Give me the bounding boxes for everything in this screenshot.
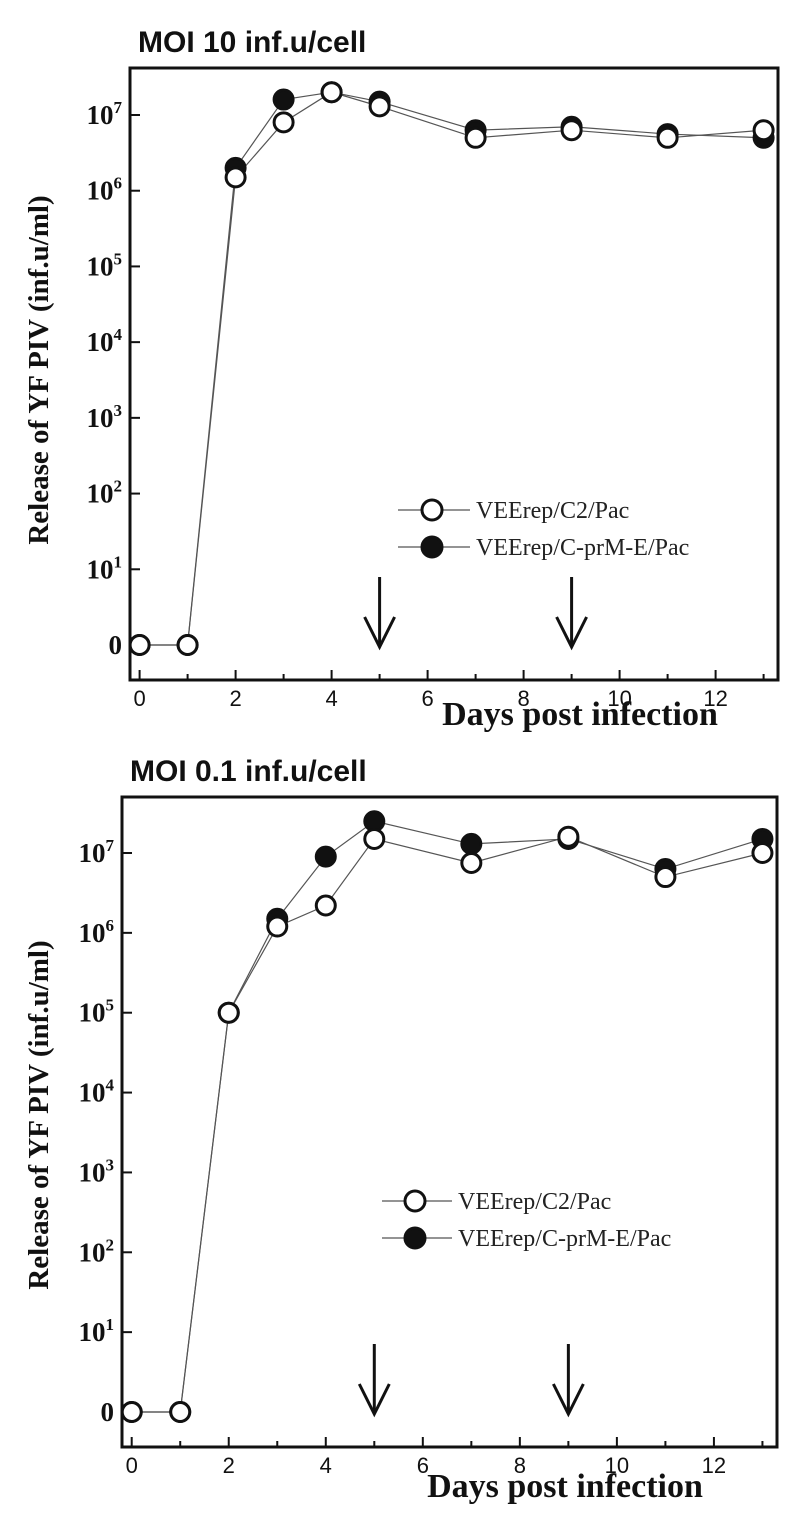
- x-tick-label: 6: [417, 1453, 429, 1478]
- medium-change-arrow: [357, 1344, 391, 1418]
- chart-title: MOI 0.1 inf.u/cell: [130, 755, 367, 788]
- y-axis-label: Release of YF PIV (inf.u/ml): [23, 195, 55, 544]
- y-tick-label: 103: [87, 401, 123, 433]
- legend: VEErep/C2/Pac VEErep/C-prM-E/Pac: [398, 498, 689, 561]
- data-point-open: [128, 634, 151, 656]
- data-point-open: [557, 825, 580, 848]
- legend-label: VEErep/C-prM-E/Pac: [476, 535, 689, 561]
- data-point-open: [320, 81, 343, 104]
- data-point-open: [363, 827, 386, 850]
- legend-label: VEErep/C2/Pac: [458, 1189, 611, 1215]
- y-tick-label: 105: [87, 249, 123, 281]
- y-tick-label: 106: [87, 174, 123, 206]
- legend-marker: [420, 498, 444, 522]
- x-tick-label: 10: [607, 686, 631, 711]
- y-tick-label: 104: [87, 325, 123, 357]
- data-point-open: [217, 1001, 240, 1024]
- data-point-filled: [460, 832, 483, 855]
- legend-marker: [403, 1189, 427, 1213]
- x-tick-label: 12: [703, 686, 727, 711]
- y-tick-label: 105: [79, 996, 115, 1028]
- x-tick-label: 2: [223, 1453, 235, 1478]
- x-tick-label: 2: [229, 686, 241, 711]
- x-axis-label: Days post infection: [442, 696, 718, 733]
- x-axis-label: Days post infection: [427, 1468, 703, 1505]
- chart-panel-1: MOI 10 inf.u/cell01011021031041051061070…: [23, 26, 780, 733]
- y-tick-label: 102: [79, 1235, 115, 1267]
- plot-frame: [120, 795, 779, 1449]
- x-tick-label: 0: [133, 686, 145, 711]
- legend-marker: [403, 1226, 427, 1250]
- legend-label: VEErep/C-prM-E/Pac: [458, 1226, 671, 1252]
- chart-title: MOI 10 inf.u/cell: [138, 26, 366, 59]
- data-point-open: [368, 95, 391, 118]
- x-tick-label: 6: [421, 686, 433, 711]
- data-point-open: [752, 119, 775, 142]
- data-point-filled: [363, 810, 386, 833]
- data-point-filled: [272, 88, 295, 111]
- series-line-open: [131, 836, 763, 1413]
- series-line-filled: [131, 820, 763, 1413]
- data-point-open: [460, 851, 483, 874]
- data-point-open: [314, 894, 337, 917]
- medium-change-arrow: [363, 577, 396, 651]
- chart-panel-2: MOI 0.1 inf.u/cell0101102103104105106107…: [23, 755, 779, 1505]
- data-point-open: [120, 1401, 143, 1423]
- x-tick-label: 8: [517, 686, 529, 711]
- data-point-open: [654, 866, 677, 889]
- series-line-filled: [139, 91, 764, 646]
- legend-marker: [420, 535, 444, 559]
- x-tick-label: 10: [605, 1453, 629, 1478]
- data-point-open: [656, 126, 679, 149]
- y-tick-label: 103: [79, 1155, 115, 1187]
- y-tick-label: 106: [79, 916, 115, 948]
- medium-change-arrow: [555, 577, 588, 651]
- y-tick-label: 104: [79, 1076, 115, 1108]
- data-point-open: [169, 1401, 192, 1423]
- medium-change-arrow: [552, 1344, 585, 1418]
- y-tick-label: 107: [87, 98, 123, 130]
- x-tick-label: 4: [325, 686, 337, 711]
- x-tick-label: 4: [320, 1453, 332, 1478]
- data-point-filled: [314, 845, 337, 868]
- data-point-open: [751, 842, 774, 864]
- legend-label: VEErep/C2/Pac: [476, 498, 629, 524]
- y-tick-label: 101: [87, 552, 123, 584]
- x-tick-label: 8: [514, 1453, 526, 1478]
- y-tick-label: 0: [101, 1397, 115, 1427]
- plot-frame: [128, 66, 780, 682]
- data-point-open: [464, 126, 487, 149]
- data-point-open: [176, 634, 199, 656]
- data-point-open: [560, 119, 583, 142]
- y-tick-label: 0: [109, 630, 123, 660]
- data-point-open: [272, 111, 295, 134]
- data-point-open: [266, 915, 289, 938]
- legend: VEErep/C2/Pac VEErep/C-prM-E/Pac: [382, 1189, 671, 1252]
- y-tick-label: 107: [79, 836, 115, 868]
- x-tick-label: 0: [126, 1453, 138, 1478]
- y-tick-label: 101: [79, 1315, 115, 1347]
- data-point-open: [224, 166, 247, 189]
- y-tick-label: 102: [87, 477, 123, 509]
- y-axis-label: Release of YF PIV (inf.u/ml): [23, 940, 55, 1289]
- x-tick-label: 12: [702, 1453, 726, 1478]
